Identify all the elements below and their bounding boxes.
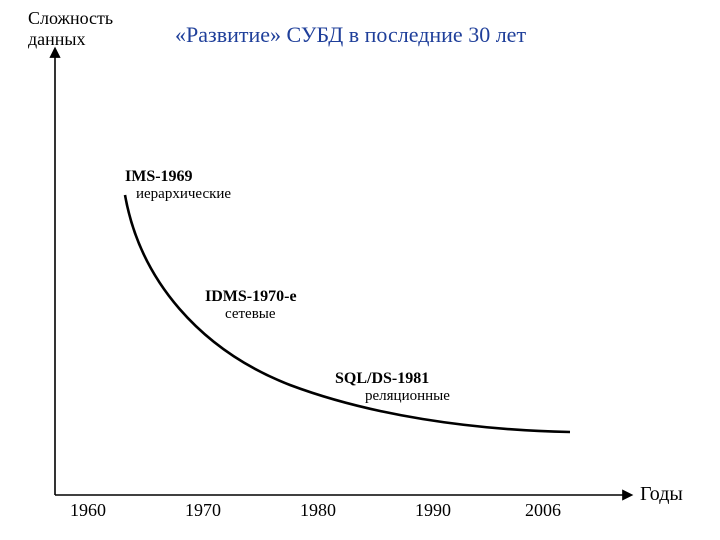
x-tick-1960: 1960	[70, 500, 106, 521]
curve	[125, 195, 570, 432]
x-tick-1990: 1990	[415, 500, 451, 521]
chart-stage: Сложность данных «Развитие» СУБД в после…	[0, 0, 720, 540]
annot-sql-sub: реляционные	[365, 388, 450, 405]
annot-idms-sub: сетевые	[225, 306, 276, 323]
annot-ims-sub: иерархические	[136, 186, 231, 203]
x-axis-label: Годы	[640, 483, 683, 506]
annot-ims-head: IMS-1969	[125, 168, 193, 186]
chart-svg	[0, 0, 720, 540]
x-tick-1970: 1970	[185, 500, 221, 521]
annot-sql-head: SQL/DS-1981	[335, 370, 429, 388]
annot-idms-head: IDMS-1970-е	[205, 288, 297, 306]
x-tick-2006: 2006	[525, 500, 561, 521]
x-tick-1980: 1980	[300, 500, 336, 521]
